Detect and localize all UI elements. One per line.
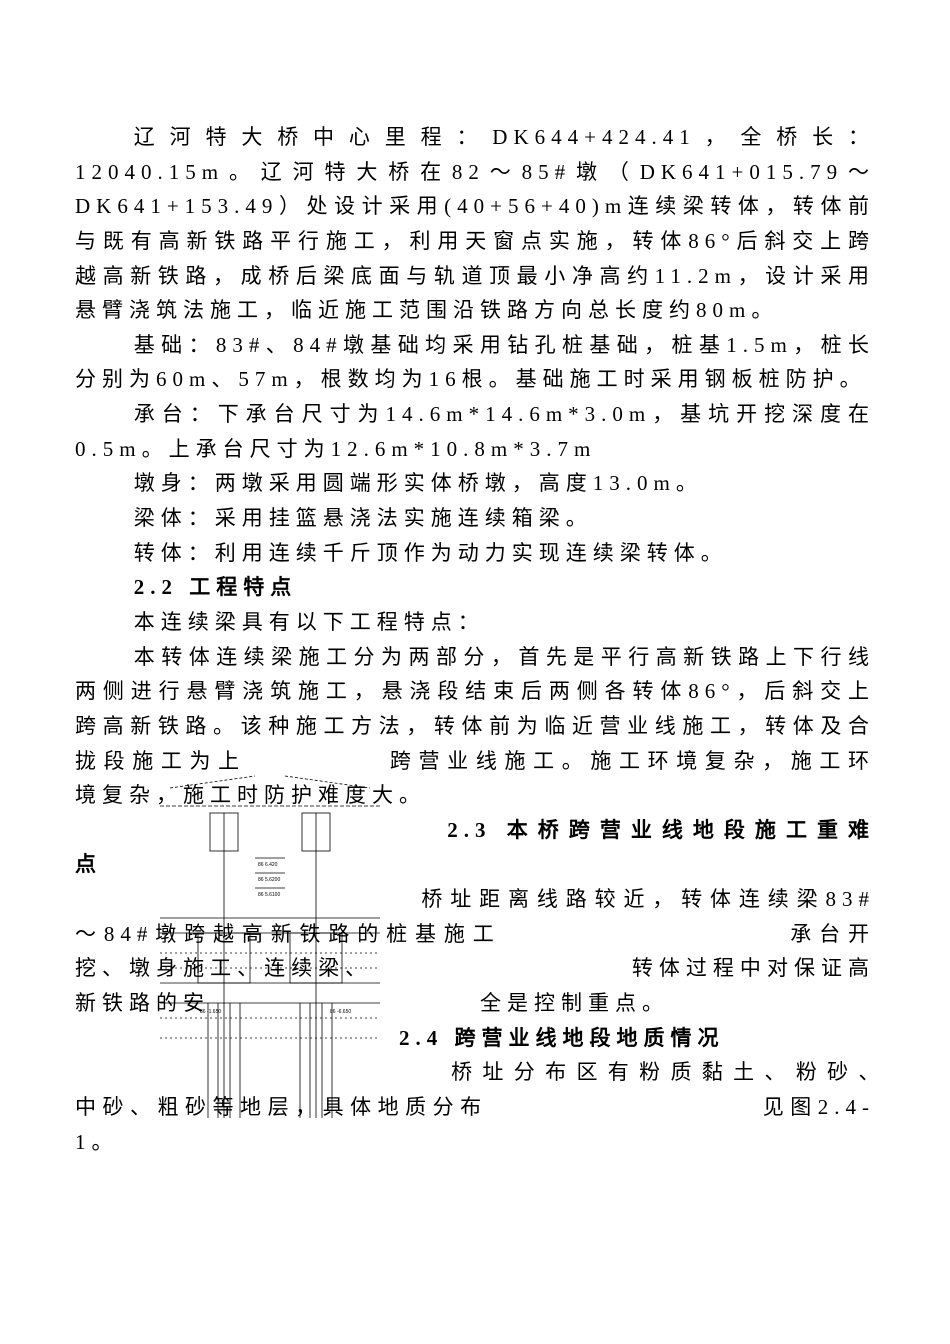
- paragraph-cap: 承台：下承台尺寸为14.6m*14.6m*3.0m，基坑开挖深度在0.5m。上承…: [75, 397, 875, 466]
- paragraph-difficulties: 桥址距离线路较近，转体连续梁83# ～84#墩跨越高新铁路的桩基施工 承台开挖、…: [75, 882, 875, 1021]
- heading-2-3: 2.3 本桥跨营业线地段施工重难 点: [75, 813, 875, 882]
- paragraph-rotation: 转体：利用连续千斤顶作为动力实现连续梁转体。: [75, 536, 875, 571]
- heading-2-3-spacer: [75, 818, 447, 842]
- paragraph-features-intro: 本连续梁具有以下工程特点：: [75, 605, 875, 640]
- paragraph-geology: 桥址分布区有粉质黏土、粉砂、 中砂、粗砂等地层，具体地质分布 见图2.4-1。: [75, 1055, 875, 1159]
- paragraph-foundation: 基础：83#、84#墩基础均采用钻孔桩基础，桩基1.5m，桩长分别为60m、57…: [75, 328, 875, 397]
- heading-2-4: 2.4 跨营业线地段地质情况: [75, 1021, 875, 1056]
- document-body: 辽河特大桥中心里程：DK644+424.41，全桥长：12040.15m。辽河特…: [75, 120, 875, 1159]
- paragraph-beam: 梁体：采用挂篮悬浇法实施连续箱梁。: [75, 501, 875, 536]
- heading-2-2: 2.2 工程特点: [75, 570, 875, 605]
- paragraph-features-body: 本转体连续梁施工分为两部分，首先是平行高新铁路上下行线两侧进行悬臂浇筑施工，悬浇…: [75, 640, 875, 813]
- paragraph-pier: 墩身：两墩采用圆端形实体桥墩，高度13.0m。: [75, 466, 875, 501]
- paragraph-intro: 辽河特大桥中心里程：DK644+424.41，全桥长：12040.15m。辽河特…: [75, 120, 875, 328]
